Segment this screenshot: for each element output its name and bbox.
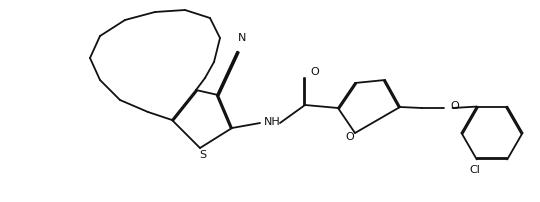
Text: O: O <box>346 132 354 142</box>
Text: O: O <box>310 67 319 77</box>
Text: N: N <box>238 33 246 43</box>
Text: Cl: Cl <box>469 165 480 175</box>
Text: NH: NH <box>264 117 281 127</box>
Text: S: S <box>199 150 207 160</box>
Text: O: O <box>450 101 459 111</box>
